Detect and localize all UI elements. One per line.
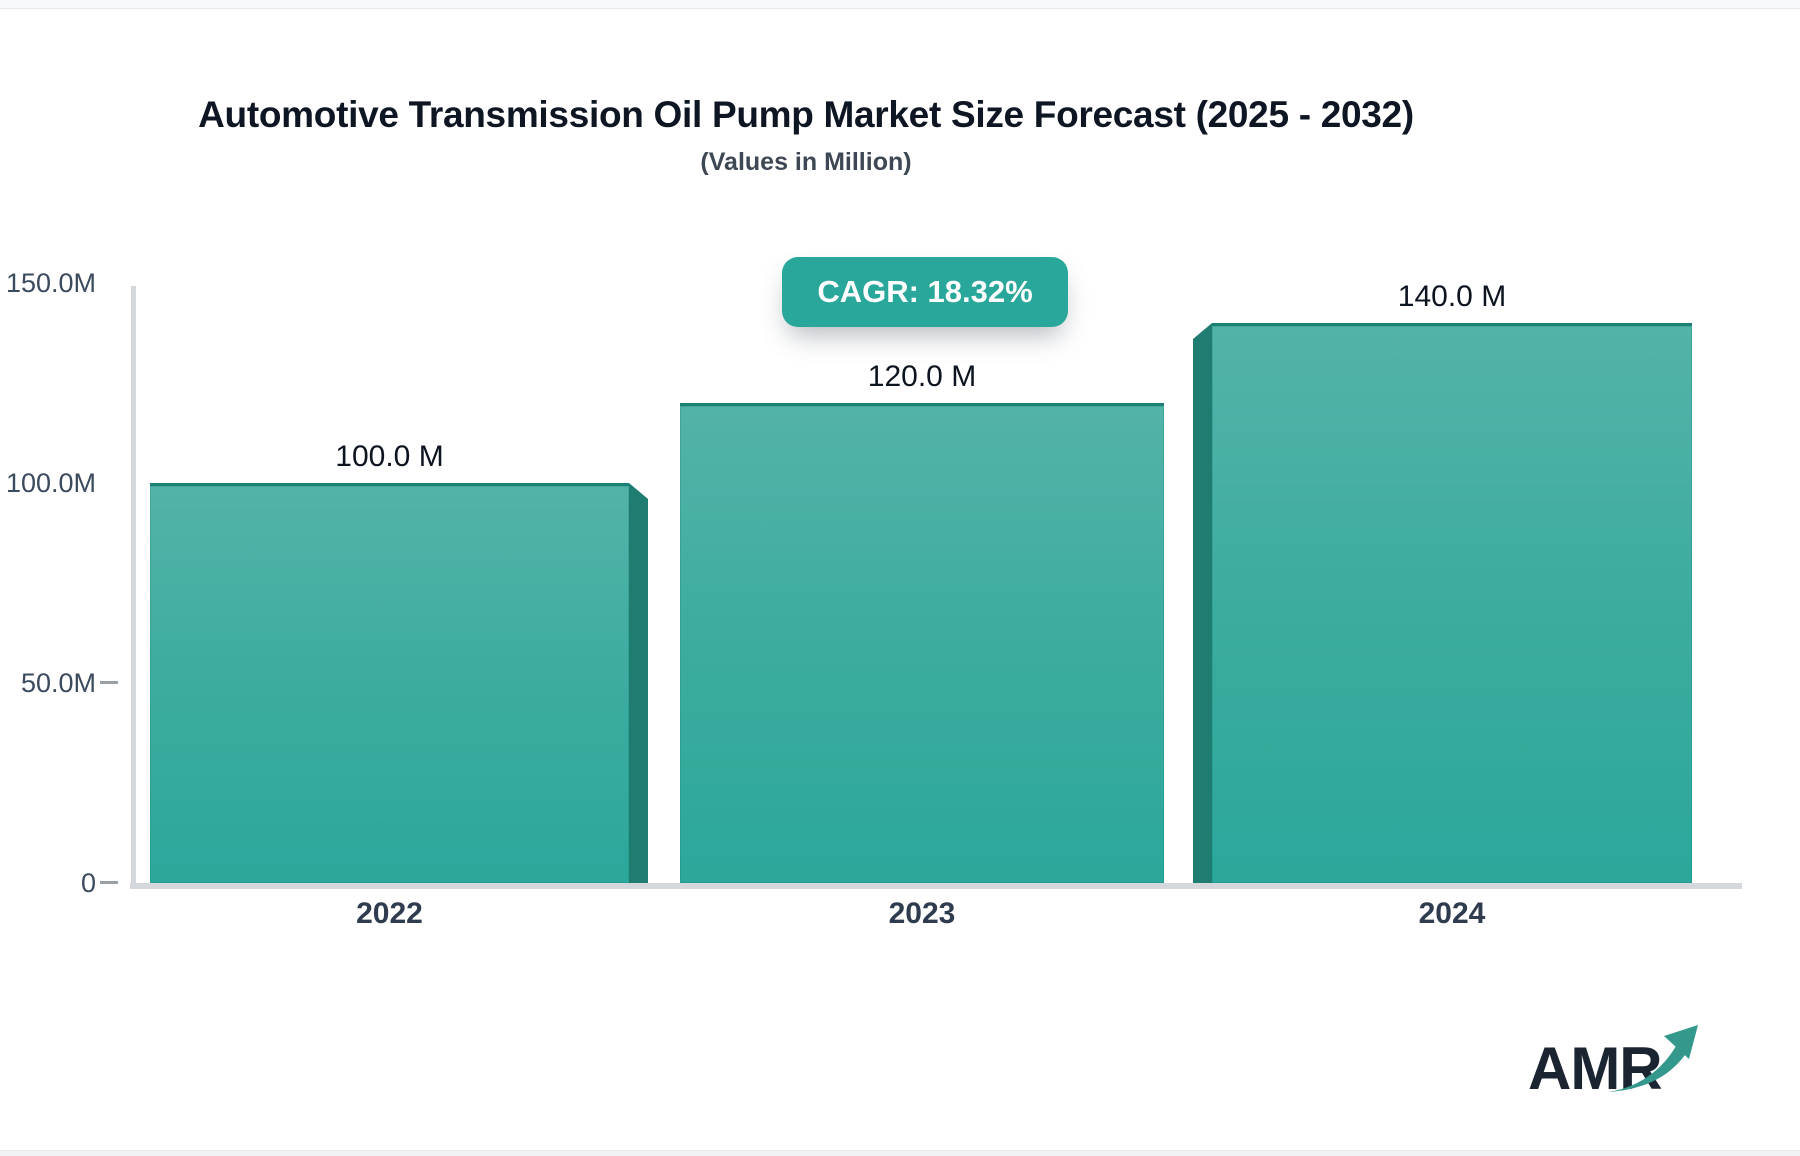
x-axis-label: 2024 — [1418, 897, 1486, 930]
bar[interactable] — [1212, 323, 1692, 883]
bar[interactable] — [680, 403, 1164, 883]
bar-side-panel — [1193, 323, 1212, 883]
amr-logo-text: AMR — [1528, 1035, 1663, 1102]
bar-value-label: 140.0 M — [1397, 280, 1507, 313]
x-axis-label: 2023 — [888, 897, 956, 930]
amr-logo: AMR — [1528, 1022, 1708, 1122]
cagr-badge: CAGR: 18.32% — [782, 257, 1068, 327]
top-border-strip — [0, 0, 1800, 9]
growth-arrow-icon — [1608, 1025, 1698, 1092]
x-axis-label: 2022 — [356, 897, 423, 930]
page-title: Automotive Transmission Oil Pump Market … — [198, 94, 1414, 135]
y-tick-dash — [100, 681, 118, 684]
y-tick-dash — [100, 881, 118, 884]
bar-side-panel — [629, 483, 648, 883]
y-axis-line — [131, 286, 136, 888]
y-axis-tick-label: 150.0M — [5, 268, 96, 298]
y-axis-tick-label: 0 — [80, 868, 96, 898]
bar[interactable] — [150, 483, 629, 883]
x-axis-line — [130, 883, 1742, 889]
y-axis-tick-label: 100.0M — [5, 468, 96, 498]
bar-value-label: 100.0 M — [335, 440, 444, 473]
y-axis-tick-label: 50.0M — [20, 668, 96, 698]
bottom-border-strip — [0, 1150, 1800, 1156]
bar-value-label: 120.0 M — [867, 360, 977, 393]
chart-subtitle: (Values in Million) — [700, 148, 912, 176]
